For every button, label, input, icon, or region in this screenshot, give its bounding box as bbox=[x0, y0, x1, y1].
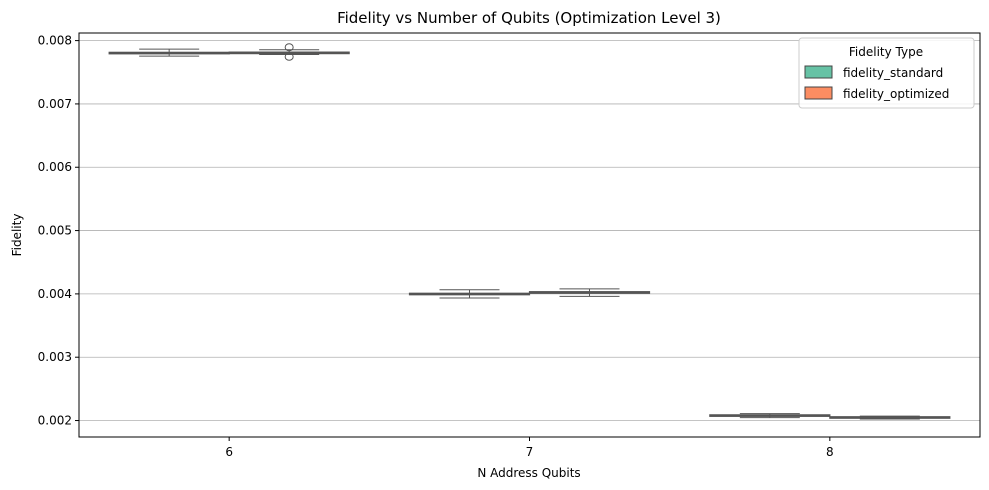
y-tick-label: 0.005 bbox=[38, 224, 72, 238]
x-tick-label: 8 bbox=[826, 445, 834, 459]
legend: Fidelity Type fidelity_standard fidelity… bbox=[798, 37, 975, 109]
legend-label-fidelity-optimized: fidelity_optimized bbox=[843, 87, 949, 101]
axis-layer: 0.002 0.003 0.004 0.005 0.006 0.007 0.008 6 7 8 bbox=[38, 34, 834, 459]
box-layer bbox=[108, 43, 951, 420]
x-tick-label: 6 bbox=[225, 445, 233, 459]
flier-point bbox=[284, 43, 294, 52]
box-fidelity_standard-7 bbox=[408, 289, 531, 299]
y-tick-label: 0.006 bbox=[38, 160, 72, 174]
y-tick-label: 0.002 bbox=[38, 414, 72, 428]
legend-frame bbox=[798, 37, 975, 109]
y-tick-label: 0.003 bbox=[38, 350, 72, 364]
flier-point bbox=[284, 52, 294, 61]
box-fidelity_standard-6 bbox=[108, 48, 230, 57]
chart-title: Fidelity vs Number of Qubits (Optimizati… bbox=[337, 9, 721, 27]
x-tick-label: 7 bbox=[526, 445, 534, 459]
y-axis-label: Fidelity bbox=[10, 214, 24, 257]
box-fidelity_standard-8 bbox=[709, 413, 831, 419]
legend-title: Fidelity Type bbox=[849, 45, 923, 59]
legend-label-fidelity-standard: fidelity_standard bbox=[843, 66, 943, 80]
legend-swatch-fidelity-standard bbox=[804, 65, 833, 79]
y-tick-label: 0.004 bbox=[38, 287, 72, 301]
box-fidelity_optimized-8 bbox=[829, 415, 951, 420]
x-axis-label: N Address Qubits bbox=[477, 466, 580, 480]
box-fidelity_optimized-6 bbox=[228, 43, 350, 61]
box-fidelity_optimized-7 bbox=[528, 288, 651, 297]
y-tick-label: 0.007 bbox=[38, 97, 72, 111]
y-tick-label: 0.008 bbox=[38, 34, 72, 48]
legend-swatch-fidelity-optimized bbox=[804, 86, 833, 100]
